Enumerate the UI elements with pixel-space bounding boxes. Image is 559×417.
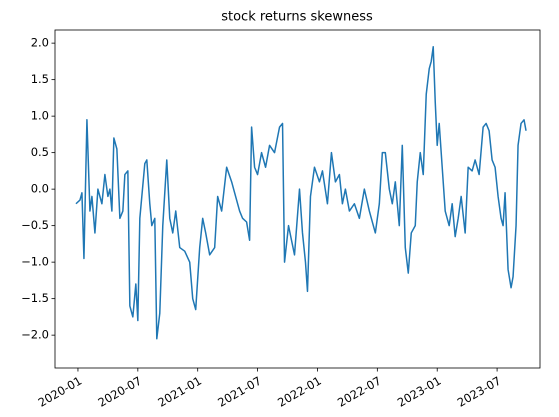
- y-tick-label: 1.0: [31, 109, 49, 123]
- y-tick-label: 1.5: [31, 72, 49, 86]
- data-line: [75, 46, 527, 340]
- y-tick-label: −1.5: [21, 291, 49, 305]
- x-tick-label: 2021-07: [215, 374, 264, 410]
- x-tick-label: 2022-07: [335, 374, 384, 410]
- x-tick-label: 2021-01: [155, 374, 204, 410]
- y-tick-label: 0.0: [31, 182, 49, 196]
- x-tick-label: 2023-07: [455, 374, 504, 410]
- chart-title: stock returns skewness: [221, 10, 373, 25]
- y-tick-label: −2.0: [21, 328, 49, 342]
- y-tick-label: −1.0: [21, 255, 49, 269]
- plot-area: [55, 30, 540, 368]
- x-tick-label: 2020-01: [36, 374, 85, 410]
- x-tick-label: 2023-01: [395, 374, 444, 410]
- x-tick-label: 2022-01: [275, 374, 324, 410]
- x-tick-label: 2020-07: [95, 374, 144, 410]
- axes-frame: [54, 29, 541, 369]
- y-tick-label: 2.0: [31, 36, 49, 50]
- y-tick-label: −0.5: [21, 218, 49, 232]
- y-tick-label: 0.5: [31, 145, 49, 159]
